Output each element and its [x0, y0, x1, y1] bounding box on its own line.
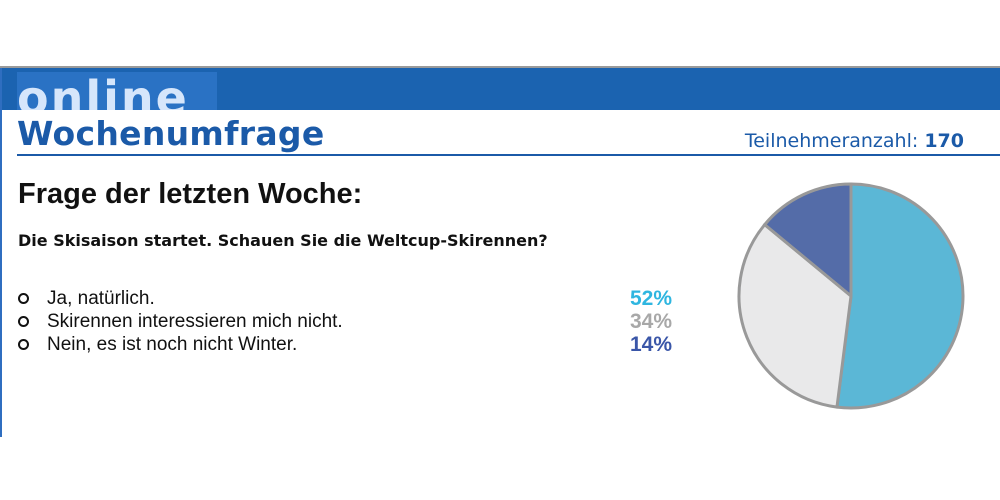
radio-icon[interactable] [18, 293, 29, 304]
poll-option[interactable]: Nein, es ist noch nicht Winter. 14% [18, 333, 672, 356]
pie-chart [737, 182, 965, 410]
poll-option[interactable]: Ja, natürlich. 52% [18, 287, 672, 310]
participant-count-label: Teilnehmeranzahl: [744, 130, 919, 152]
radio-icon[interactable] [18, 316, 29, 327]
option-label: Ja, natürlich. [47, 287, 155, 309]
brand-online: online [17, 72, 217, 110]
top-divider [0, 66, 1000, 68]
title-underline [17, 154, 1000, 156]
option-percent: 34% [629, 309, 672, 333]
poll-options: Ja, natürlich. 52% Skirennen interessiere… [18, 287, 672, 356]
pie-slice [835, 182, 965, 410]
poll-question: Die Skisaison startet. Schauen Sie die W… [18, 231, 548, 250]
option-label: Nein, es ist noch nicht Winter. [47, 333, 298, 355]
page-title: Wochenumfrage [17, 114, 325, 153]
pie-slice [737, 223, 853, 409]
option-label: Skirennen interessieren mich nicht. [47, 310, 343, 332]
option-percent: 14% [629, 332, 672, 356]
radio-icon[interactable] [18, 339, 29, 350]
participant-count: Teilnehmeranzahl: 170 [745, 130, 964, 152]
pie-slice [763, 182, 853, 298]
left-border [0, 68, 2, 437]
poll-option[interactable]: Skirennen interessieren mich nicht. 34% [18, 310, 672, 333]
participant-count-value: 170 [924, 130, 964, 152]
poll-heading: Frage der letzten Woche: [18, 178, 363, 210]
option-percent: 52% [629, 286, 672, 310]
